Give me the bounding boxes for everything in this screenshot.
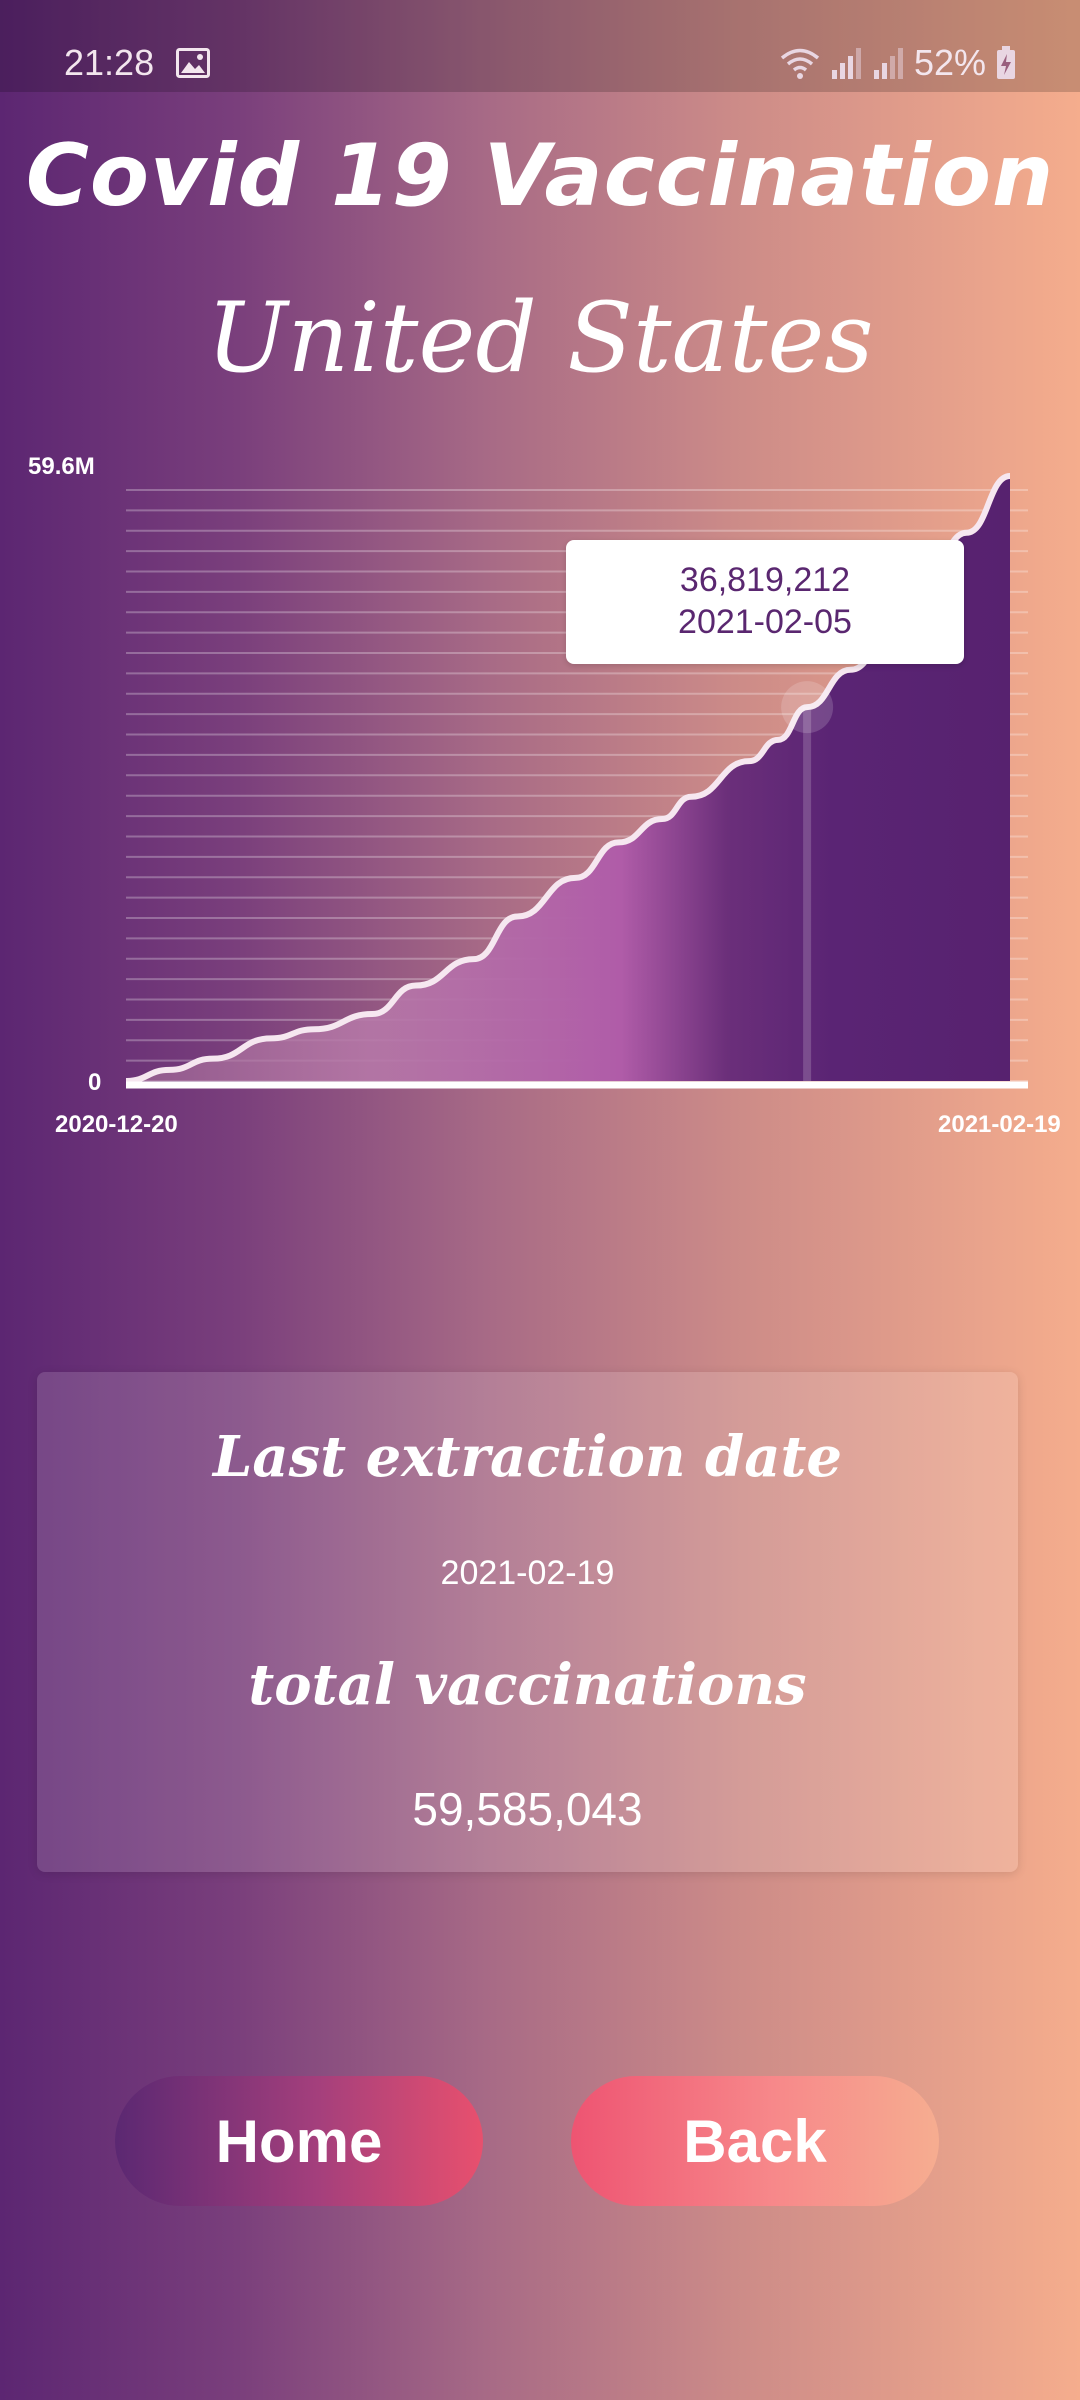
page-title: Covid 19 Vaccination — [25, 126, 1055, 226]
last-extraction-value: 2021-02-19 — [440, 1554, 615, 1592]
tooltip-date: 2021-02-05 — [678, 603, 852, 641]
total-vaccinations-heading: total vaccinations — [248, 1652, 807, 1718]
signal-icon — [831, 48, 861, 79]
chart-area-fill — [126, 476, 1010, 1081]
highlight-marker-dot[interactable] — [781, 681, 834, 734]
total-vaccinations-value: 59,585,043 — [412, 1783, 643, 1835]
home-button[interactable]: Home — [115, 2076, 483, 2206]
y-axis-min-label: 0 — [88, 1069, 101, 1096]
y-axis-max-label: 59.6M — [28, 453, 95, 480]
chart-tooltip: 36,819,212 2021-02-05 — [566, 540, 964, 664]
info-card: Last extraction date 2021-02-19 total va… — [37, 1372, 1018, 1872]
battery-charging-icon — [997, 46, 1015, 79]
battery-percent: 52% — [913, 42, 986, 83]
tooltip-value: 36,819,212 — [679, 561, 851, 599]
status-time: 21:28 — [64, 42, 155, 83]
wifi-icon — [780, 48, 820, 79]
x-axis-end-label: 2021-02-19 — [938, 1111, 1061, 1138]
back-button[interactable]: Back — [571, 2076, 939, 2206]
status-bar: 21:28 52% — [0, 0, 1080, 92]
vaccination-chart[interactable]: 59.6M 0 2020-12-20 2021-02-19 — [0, 440, 1080, 1140]
x-axis-start-label: 2020-12-20 — [55, 1111, 178, 1138]
last-extraction-heading: Last extraction date — [213, 1424, 842, 1490]
gallery-icon — [176, 48, 210, 78]
signal-icon — [873, 48, 903, 79]
country-name: United States — [206, 282, 874, 394]
